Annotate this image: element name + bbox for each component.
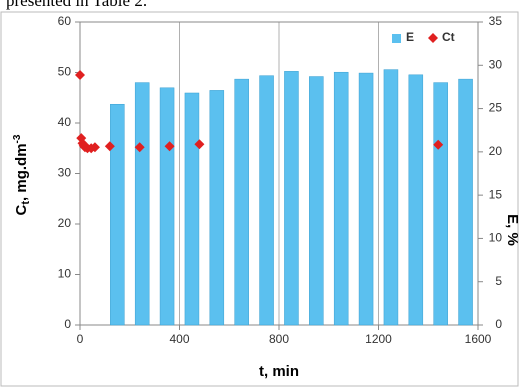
point bbox=[89, 142, 100, 153]
y-label-main: C bbox=[13, 204, 30, 215]
x-axis-label: t, min bbox=[259, 363, 299, 380]
y-tick-label: 40 bbox=[58, 115, 72, 129]
point bbox=[104, 141, 115, 152]
legend-label: E bbox=[406, 30, 414, 44]
point bbox=[75, 70, 85, 81]
y-tick-label: 60 bbox=[58, 14, 72, 28]
y2-axis-label: E, % bbox=[504, 214, 519, 246]
bar bbox=[408, 74, 424, 326]
y2-tick-label: 15 bbox=[489, 187, 503, 201]
point bbox=[134, 142, 145, 153]
y-tick-label: 10 bbox=[58, 267, 72, 281]
bar bbox=[259, 75, 274, 326]
y-axis-label: Ct, mg.dm-3 bbox=[12, 134, 32, 215]
y-label-sup: -3 bbox=[12, 134, 23, 143]
legend-label: Ct bbox=[442, 30, 455, 44]
bar bbox=[134, 82, 150, 326]
x-tick-label: 400 bbox=[169, 332, 189, 346]
bar bbox=[358, 72, 374, 326]
y2-tick-label: 5 bbox=[495, 274, 502, 288]
y2-tick-label: 25 bbox=[489, 101, 503, 115]
y-tick-label: 20 bbox=[58, 216, 72, 230]
x-tick-label: 1200 bbox=[365, 332, 392, 346]
y-tick-label: 50 bbox=[58, 65, 72, 79]
y2-tick-label: 0 bbox=[495, 317, 502, 331]
point bbox=[433, 139, 444, 150]
x-tick-label: 1600 bbox=[465, 332, 492, 346]
bar bbox=[110, 103, 125, 326]
y-label-sub: t bbox=[20, 201, 32, 205]
y-tick-label: 0 bbox=[64, 317, 71, 331]
caption: presented in Table 2. bbox=[6, 0, 147, 10]
bar bbox=[433, 82, 448, 326]
y2-tick-label: 10 bbox=[489, 231, 503, 245]
legend-swatch bbox=[392, 34, 401, 43]
x-tick-label: 800 bbox=[269, 332, 289, 346]
y2-tick-label: 20 bbox=[489, 144, 503, 158]
y2-tick-label: 30 bbox=[489, 57, 503, 71]
y-label-rest: , mg.dm bbox=[13, 143, 30, 201]
point bbox=[194, 139, 205, 150]
chart-frame bbox=[0, 11, 519, 387]
bar bbox=[309, 76, 324, 326]
x-tick-label: 0 bbox=[77, 332, 84, 346]
bar bbox=[234, 78, 249, 326]
y2-tick-label: 35 bbox=[489, 14, 503, 28]
plot-frame bbox=[79, 21, 479, 326]
bar bbox=[159, 87, 175, 326]
bar bbox=[333, 71, 349, 326]
bar bbox=[209, 90, 225, 326]
bar bbox=[284, 71, 299, 326]
bar bbox=[458, 78, 473, 326]
bar bbox=[184, 92, 200, 326]
bar bbox=[383, 69, 399, 326]
legend-swatch bbox=[428, 33, 438, 43]
point bbox=[164, 141, 175, 152]
y-tick-label: 30 bbox=[58, 166, 72, 180]
